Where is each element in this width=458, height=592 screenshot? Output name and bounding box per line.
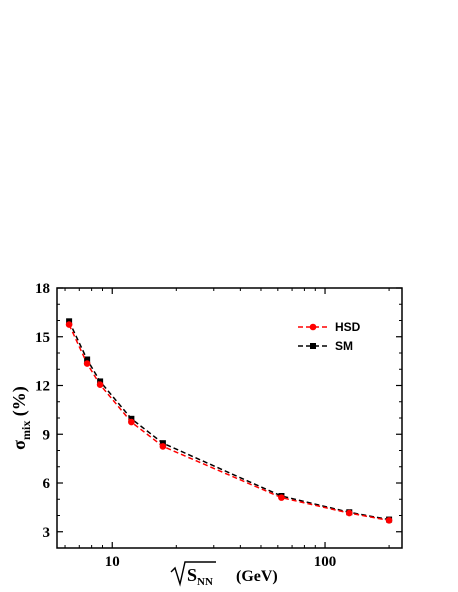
legend: HSD SM [298, 320, 361, 353]
legend-label-sm: SM [335, 339, 353, 353]
y-axis-title-symbol: σ [9, 440, 29, 450]
y-axis-title-sub: mix [19, 421, 33, 440]
y-tick-label: 12 [35, 379, 50, 395]
y-tick-label: 18 [35, 281, 50, 297]
data-point-hsd [65, 321, 73, 328]
y-axis: 3 6 9 12 15 18 [35, 281, 402, 549]
x-tick-label: 100 [314, 554, 337, 570]
y-tick-label: 9 [43, 427, 51, 443]
data-point-hsd [83, 360, 91, 367]
data-point-hsd [278, 494, 285, 501]
y-tick-label: 3 [43, 525, 51, 541]
x-axis-title-unit: (GeV) [236, 568, 278, 585]
sqrt-symbol [170, 561, 216, 587]
data-point-hsd [96, 381, 104, 388]
data-point-hsd [128, 418, 135, 426]
legend-label-hsd: HSD [335, 320, 361, 334]
x-axis-title-var: S [187, 565, 197, 585]
y-axis-title: σmix (%) [9, 386, 33, 450]
y-axis-title-unit: (%) [9, 386, 30, 416]
x-axis-title: SNN (GeV) [170, 561, 278, 588]
x-axis: 10 100 [64, 288, 390, 570]
data-point-hsd [159, 443, 167, 450]
data-point-sm [84, 356, 91, 363]
svg-text:σmix (%): σmix (%) [9, 386, 33, 450]
svg-text:SNN: SNN [187, 565, 213, 588]
legend-marker-sm [310, 343, 316, 349]
series-line-hsd [68, 324, 390, 522]
y-tick-label: 15 [35, 330, 50, 346]
x-tick-label: 10 [105, 554, 120, 570]
data-point-hsd [385, 517, 393, 524]
y-tick-label: 6 [43, 476, 51, 492]
series-layer [65, 318, 393, 524]
data-point-hsd [345, 509, 353, 517]
x-axis-title-sub: NN [197, 576, 213, 588]
legend-marker-hsd [309, 323, 317, 331]
series-line-sm [68, 320, 390, 521]
